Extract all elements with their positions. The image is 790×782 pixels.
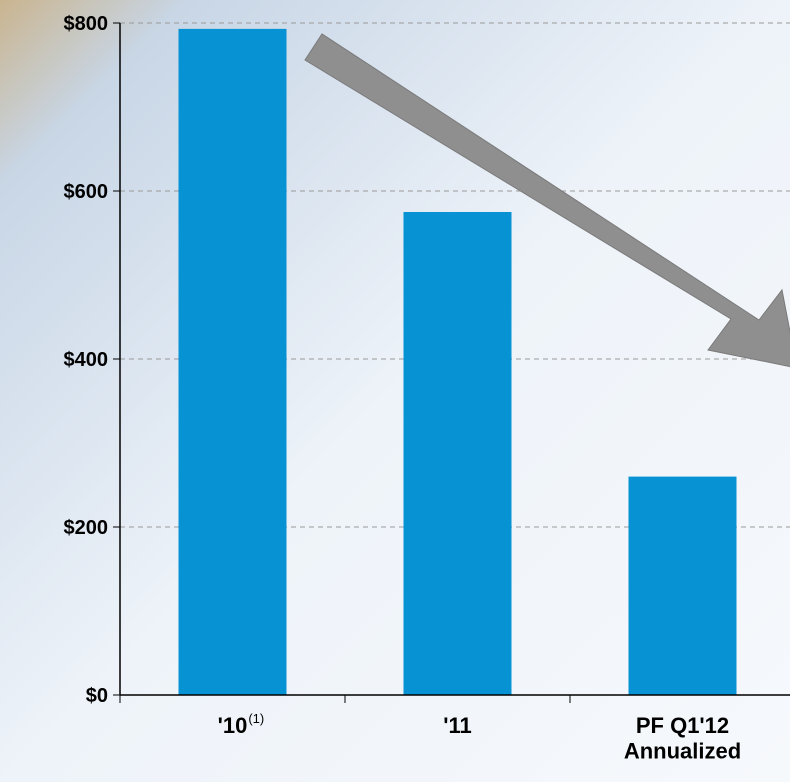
y-tick-label: $200 bbox=[64, 517, 109, 539]
x-tick-label: '10 bbox=[218, 713, 248, 738]
y-tick-label: $600 bbox=[64, 181, 109, 203]
y-tick-label: $400 bbox=[64, 349, 109, 371]
y-tick-label: $0 bbox=[86, 685, 108, 707]
x-tick-label: PF Q1'12 Annualized bbox=[624, 713, 741, 763]
axes: $0 $200 $400 $600 $800 '10 (1) '11 PF Q1'12 Annua… bbox=[64, 13, 790, 763]
bar bbox=[178, 28, 287, 695]
bar bbox=[628, 476, 737, 695]
bars bbox=[178, 28, 737, 695]
y-tick-label: $800 bbox=[64, 13, 109, 35]
bar bbox=[403, 212, 512, 695]
x-tick-label: '11 bbox=[443, 713, 472, 738]
category-note: (1) bbox=[248, 711, 264, 726]
